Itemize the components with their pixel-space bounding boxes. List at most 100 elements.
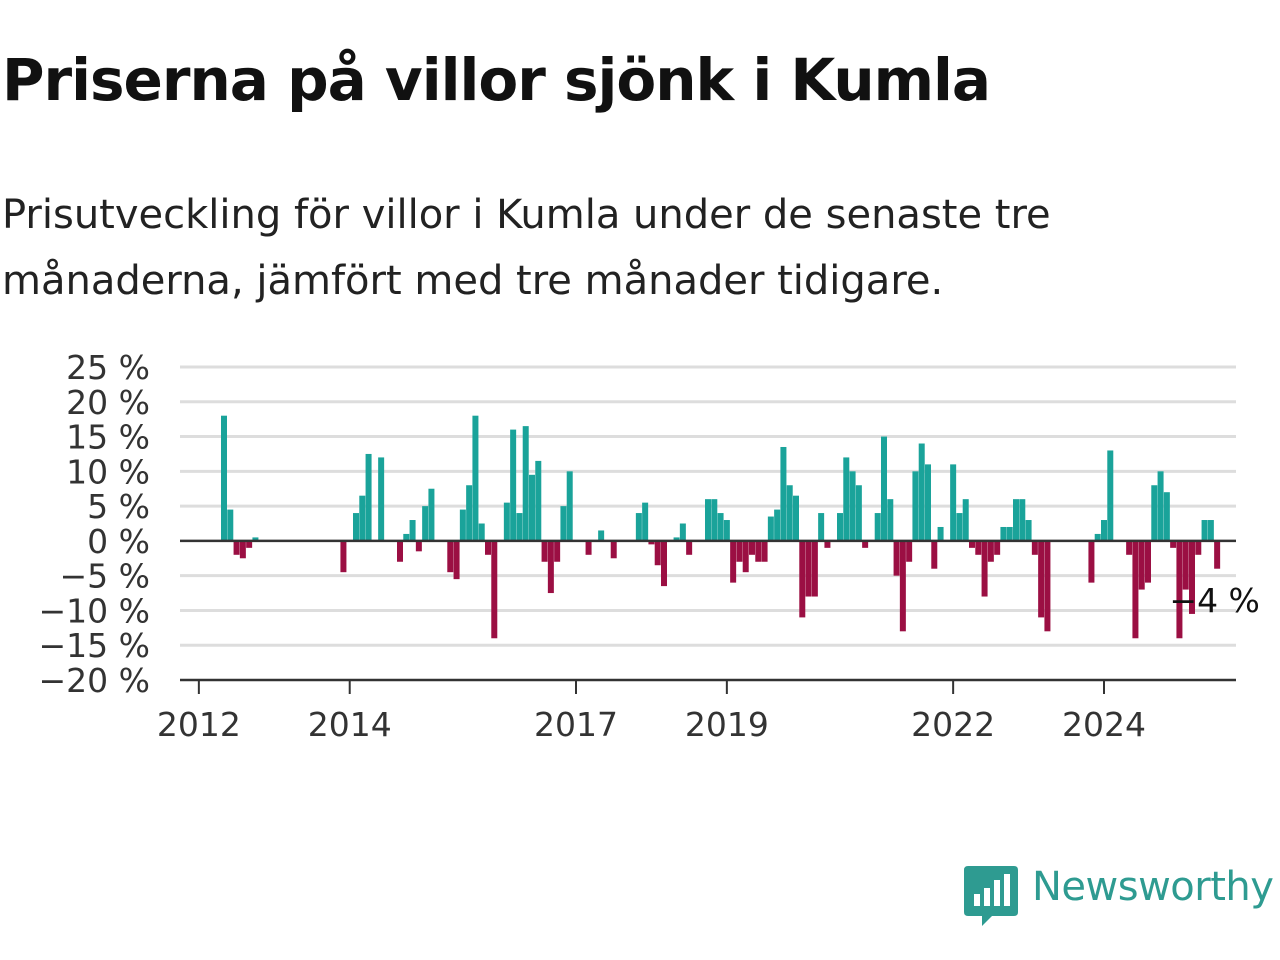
bar xyxy=(554,540,561,562)
bar xyxy=(1182,540,1189,590)
bar xyxy=(837,513,843,541)
bars xyxy=(221,415,1221,639)
bar xyxy=(397,540,403,562)
chart-subtitle: Prisutveckling för villor i Kumla under … xyxy=(2,192,1051,304)
bar xyxy=(975,540,982,555)
bar xyxy=(1126,540,1133,555)
bar xyxy=(987,540,994,562)
bar xyxy=(761,540,768,562)
bar xyxy=(422,506,429,541)
bar xyxy=(1044,540,1051,632)
x-tick-label: 2024 xyxy=(1062,705,1146,744)
y-tick-label: 20 % xyxy=(66,383,150,422)
x-tick-label: 2014 xyxy=(308,705,392,744)
bar xyxy=(560,506,567,541)
bar xyxy=(227,509,234,541)
bar xyxy=(491,540,498,639)
bar xyxy=(642,502,649,541)
annotation-label: −4 % xyxy=(1169,581,1260,620)
bar xyxy=(478,523,485,541)
bar xyxy=(723,520,730,541)
bar xyxy=(510,429,517,541)
bar xyxy=(635,513,642,541)
y-tick-label: −20 % xyxy=(39,661,151,700)
bar xyxy=(1176,540,1183,639)
bar xyxy=(767,516,774,541)
bar xyxy=(717,513,724,541)
y-axis-labels: 25 %20 %15 %10 %5 %0 %−5 %−10 %−15 %−20 … xyxy=(39,348,151,700)
y-tick-label: −5 % xyxy=(60,557,151,596)
bar xyxy=(994,540,1001,555)
bar xyxy=(340,540,347,573)
bar xyxy=(824,540,831,548)
bar xyxy=(1163,492,1170,541)
bar xyxy=(1151,485,1158,541)
bar-chart: 25 %20 %15 %10 %5 %0 %−5 %−10 %−15 %−20 … xyxy=(39,348,1260,744)
bar xyxy=(956,513,963,541)
bar xyxy=(1107,450,1114,541)
bar xyxy=(749,540,755,555)
bar xyxy=(359,495,366,541)
bar xyxy=(1214,540,1221,569)
newsworthy-logo-icon xyxy=(964,866,1018,926)
bar xyxy=(874,513,881,541)
bar xyxy=(1006,526,1013,541)
bar xyxy=(485,540,491,555)
bar xyxy=(466,485,473,541)
bar xyxy=(774,509,781,541)
bar xyxy=(403,533,410,541)
bar xyxy=(950,464,957,541)
bar xyxy=(547,540,554,594)
bar xyxy=(912,471,919,541)
bar xyxy=(472,415,479,541)
bar xyxy=(654,540,661,566)
bar xyxy=(1145,540,1151,583)
x-tick-label: 2012 xyxy=(157,705,241,744)
bar xyxy=(780,446,787,541)
bar xyxy=(1138,540,1145,590)
bar xyxy=(598,530,605,541)
annotations: −4 % xyxy=(1169,581,1260,620)
bar xyxy=(453,540,460,580)
bar xyxy=(843,457,850,541)
bar xyxy=(246,540,253,548)
bar xyxy=(1170,540,1177,548)
bar xyxy=(503,502,510,541)
bar xyxy=(535,460,542,541)
bar xyxy=(811,540,818,597)
y-tick-label: 0 % xyxy=(87,522,150,561)
bar xyxy=(918,443,925,541)
bar xyxy=(755,540,762,562)
bar xyxy=(711,499,718,541)
logo-text: Newsworthy xyxy=(1032,864,1274,910)
bar xyxy=(793,495,799,541)
bar xyxy=(1195,540,1202,555)
y-tick-label: 10 % xyxy=(66,452,150,491)
bar xyxy=(1094,533,1101,541)
bar xyxy=(252,537,259,541)
bar xyxy=(409,520,416,541)
bar xyxy=(849,471,856,541)
bar xyxy=(353,513,359,541)
bar xyxy=(585,540,592,555)
bar xyxy=(931,540,938,569)
y-tick-label: 15 % xyxy=(66,418,150,457)
bar xyxy=(1013,499,1019,541)
bar xyxy=(447,540,454,573)
bar xyxy=(899,540,906,632)
bar xyxy=(1088,540,1095,583)
bar xyxy=(1201,520,1208,541)
bar xyxy=(1000,526,1007,541)
y-tick-label: 5 % xyxy=(87,487,150,526)
bar xyxy=(522,426,529,541)
bar xyxy=(673,537,680,541)
bar xyxy=(566,471,573,541)
bar xyxy=(1038,540,1045,618)
bar xyxy=(661,540,667,587)
x-axis-labels: 2012 2014 2017 2019 2022 2024 xyxy=(157,705,1146,744)
x-tick-label: 2017 xyxy=(534,705,618,744)
bar xyxy=(233,540,240,555)
bar xyxy=(686,540,693,555)
bar xyxy=(516,513,523,541)
x-tick-label: 2022 xyxy=(911,705,995,744)
